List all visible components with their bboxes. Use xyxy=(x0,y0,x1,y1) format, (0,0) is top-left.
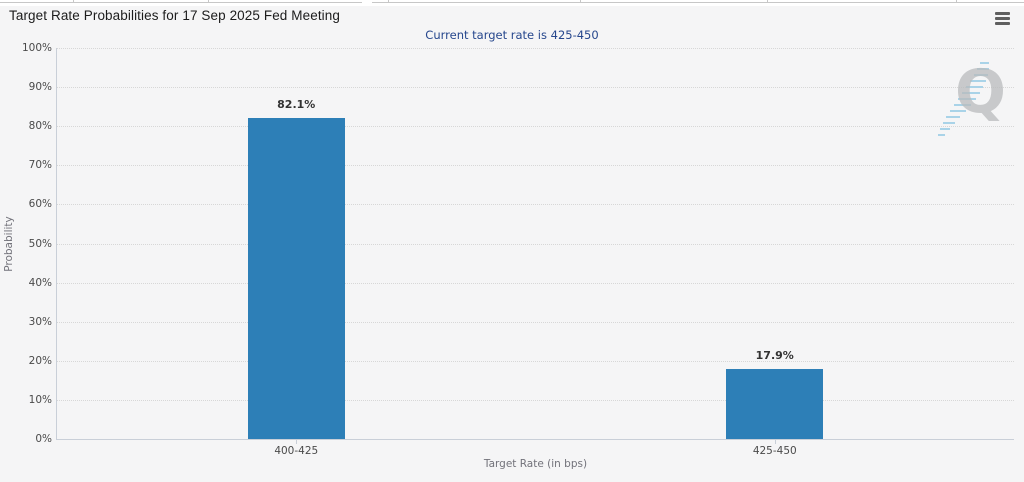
cropped-tab-bar xyxy=(0,0,1024,6)
x-axis-category-label: 425-450 xyxy=(752,445,797,457)
chart-context-menu-button[interactable] xyxy=(991,8,1013,28)
x-axis-tick xyxy=(296,439,298,444)
chart-subtitle: Current target rate is 425-450 xyxy=(425,28,599,42)
y-axis-tick-label: 0% xyxy=(35,433,52,445)
x-axis-line xyxy=(56,439,1014,440)
gridline xyxy=(57,48,1014,49)
gridline xyxy=(57,399,1014,401)
gridline xyxy=(57,282,1014,284)
y-axis-tick-label: 10% xyxy=(28,393,52,406)
tab-bar-border-gap xyxy=(362,2,372,3)
gridline xyxy=(57,165,1014,167)
gridline xyxy=(57,360,1014,362)
gridline xyxy=(57,321,1014,323)
tab-separator xyxy=(767,0,768,3)
bar-400-425[interactable] xyxy=(247,117,345,439)
y-axis-tick-label: 80% xyxy=(28,120,52,133)
y-axis-tick-label: 40% xyxy=(28,276,52,289)
bar-value-label: 17.9% xyxy=(755,349,794,362)
bar-425-450[interactable] xyxy=(726,369,824,439)
watermark-q-letter: Q xyxy=(954,57,1006,127)
x-axis-category-label: 400-425 xyxy=(274,445,319,457)
quikstrike-logo-watermark: Q xyxy=(936,56,1008,152)
y-axis-tick-label: 50% xyxy=(28,237,52,250)
tab-separator xyxy=(73,0,74,3)
y-axis-tick-label: 70% xyxy=(28,159,52,172)
tab-separator xyxy=(208,0,209,3)
y-axis-tick-label: 60% xyxy=(28,198,52,211)
hamburger-menu-icon xyxy=(991,11,1013,25)
watermark-slash-icon xyxy=(938,62,989,136)
y-axis-tick-label: 20% xyxy=(28,354,52,367)
gridline xyxy=(57,204,1014,206)
y-axis-tick-label: 30% xyxy=(28,315,52,328)
tab-separator xyxy=(580,0,581,3)
gridline xyxy=(57,87,1014,89)
tab-separator xyxy=(956,0,957,3)
tab-separator xyxy=(388,0,389,3)
y-axis-line xyxy=(56,48,57,439)
plot-area: 82.1% 400-425 17.9% 425-450 xyxy=(56,48,1014,457)
x-axis-tick xyxy=(774,439,776,444)
gridline xyxy=(57,243,1014,245)
y-axis-tick-label: 90% xyxy=(28,81,52,94)
chart-title: Target Rate Probabilities for 17 Sep 202… xyxy=(9,8,340,23)
x-axis-title: Target Rate (in bps) xyxy=(483,458,588,470)
tab-bar-border xyxy=(0,2,1024,3)
bar-value-label: 82.1% xyxy=(277,97,316,111)
y-axis-tick-label: 100% xyxy=(21,42,52,54)
gridline xyxy=(57,126,1014,128)
